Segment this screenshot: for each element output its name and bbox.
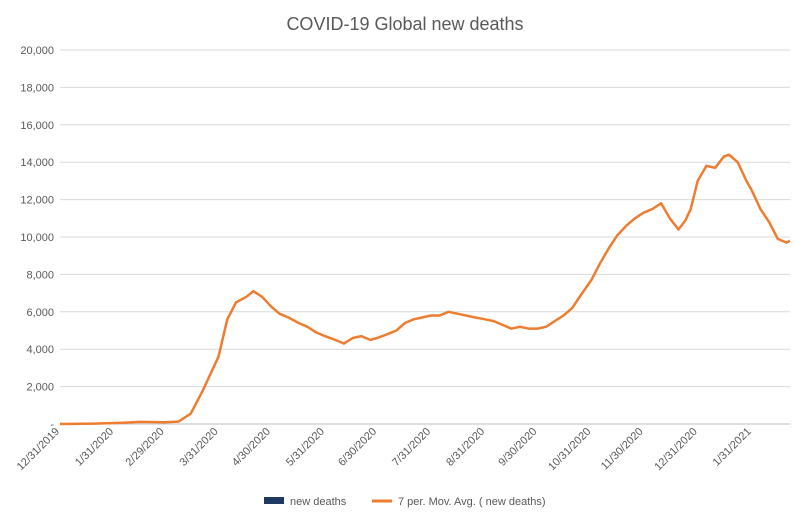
x-tick-label: 3/31/2020 — [178, 426, 221, 469]
x-tick-label: 2/29/2020 — [124, 426, 167, 469]
y-tick-label: 8,000 — [26, 269, 54, 281]
legend-label-new-deaths: new deaths — [290, 496, 347, 508]
y-tick-label: 12,000 — [20, 195, 54, 207]
x-tick-label: 1/31/2021 — [711, 426, 754, 469]
legend-label-moving-average: 7 per. Mov. Avg. ( new deaths) — [398, 496, 546, 508]
y-tick-label: 4,000 — [26, 344, 54, 356]
x-tick-label: 7/31/2020 — [390, 426, 433, 469]
x-tick-label: 4/30/2020 — [230, 426, 273, 469]
x-tick-label: 11/30/2020 — [599, 426, 646, 473]
y-axis-ticks: - 2,000 4,000 6,000 8,000 10,000 12,000 14,000 1… — [20, 45, 54, 431]
legend-swatch-new-deaths — [264, 497, 284, 504]
x-tick-label: 6/30/2020 — [336, 426, 379, 469]
x-tick-label: 1/31/2020 — [73, 426, 116, 469]
line-series-moving-average — [59, 153, 791, 426]
legend: new deaths 7 per. Mov. Avg. ( new deaths… — [264, 496, 546, 508]
chart-title: COVID-19 Global new deaths — [286, 14, 523, 34]
moving-average-line — [59, 153, 791, 426]
x-tick-label: 9/30/2020 — [496, 426, 539, 469]
y-tick-label: 10,000 — [20, 232, 54, 244]
x-tick-label: 12/31/2020 — [652, 426, 699, 473]
gridlines — [60, 49, 790, 425]
x-tick-label: 10/31/2020 — [546, 426, 593, 473]
y-tick-label: 18,000 — [20, 82, 54, 94]
y-tick-label: - — [50, 419, 54, 431]
y-tick-label: 14,000 — [20, 157, 54, 169]
y-tick-label: 16,000 — [20, 120, 54, 132]
x-tick-label: 8/31/2020 — [444, 426, 487, 469]
x-tick-label: 5/31/2020 — [284, 426, 327, 469]
y-tick-label: 2,000 — [26, 382, 54, 394]
y-tick-label: 20,000 — [20, 45, 54, 57]
x-axis-ticks: 12/31/2019 1/31/2020 2/29/2020 3/31/2020 4/3… — [15, 426, 754, 473]
x-tick-label: 12/31/2019 — [15, 426, 62, 473]
y-tick-label: 6,000 — [26, 307, 54, 319]
